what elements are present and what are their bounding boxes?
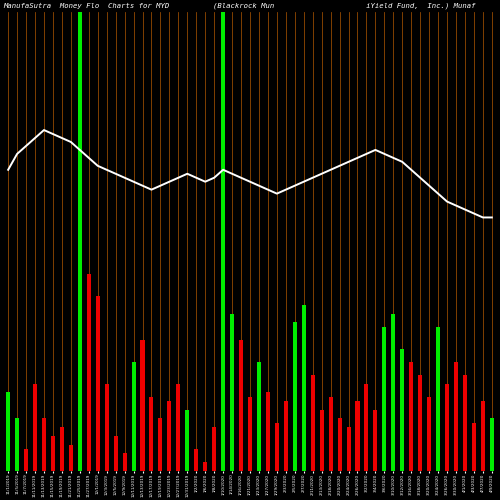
Bar	[78, 12, 82, 471]
Bar	[418, 375, 422, 471]
Bar	[24, 449, 28, 471]
Bar	[310, 375, 314, 471]
Bar	[15, 418, 19, 471]
Bar	[230, 314, 234, 471]
Bar	[96, 296, 100, 471]
Bar	[104, 384, 108, 471]
Bar	[140, 340, 144, 471]
Bar	[150, 396, 154, 471]
Bar	[338, 418, 342, 471]
Bar	[257, 362, 261, 471]
Bar	[400, 348, 404, 471]
Bar	[463, 375, 467, 471]
Bar	[168, 401, 172, 471]
Bar	[328, 396, 332, 471]
Bar	[248, 396, 252, 471]
Bar	[472, 423, 476, 471]
Bar	[87, 274, 91, 471]
Bar	[239, 340, 243, 471]
Bar	[302, 305, 306, 471]
Bar	[320, 410, 324, 471]
Bar	[392, 314, 396, 471]
Bar	[158, 418, 162, 471]
Bar	[42, 418, 46, 471]
Bar	[356, 401, 360, 471]
Text: ManufaSutra  Money Flo  Charts for MYD          (Blackrock Mun                  : ManufaSutra Money Flo Charts for MYD (Bl…	[3, 3, 476, 10]
Bar	[436, 326, 440, 471]
Bar	[194, 449, 198, 471]
Bar	[445, 384, 449, 471]
Bar	[284, 401, 288, 471]
Bar	[186, 410, 190, 471]
Bar	[382, 326, 386, 471]
Bar	[6, 392, 10, 471]
Bar	[481, 401, 485, 471]
Bar	[212, 427, 216, 471]
Bar	[490, 418, 494, 471]
Bar	[60, 427, 64, 471]
Bar	[454, 362, 458, 471]
Bar	[275, 423, 279, 471]
Bar	[427, 396, 431, 471]
Bar	[132, 362, 136, 471]
Bar	[374, 410, 378, 471]
Bar	[122, 454, 126, 471]
Bar	[69, 444, 73, 471]
Bar	[114, 436, 117, 471]
Bar	[203, 462, 207, 471]
Bar	[364, 384, 368, 471]
Bar	[51, 436, 55, 471]
Bar	[409, 362, 413, 471]
Bar	[33, 384, 37, 471]
Bar	[221, 12, 225, 471]
Bar	[266, 392, 270, 471]
Bar	[176, 384, 180, 471]
Bar	[293, 322, 297, 471]
Bar	[346, 427, 350, 471]
